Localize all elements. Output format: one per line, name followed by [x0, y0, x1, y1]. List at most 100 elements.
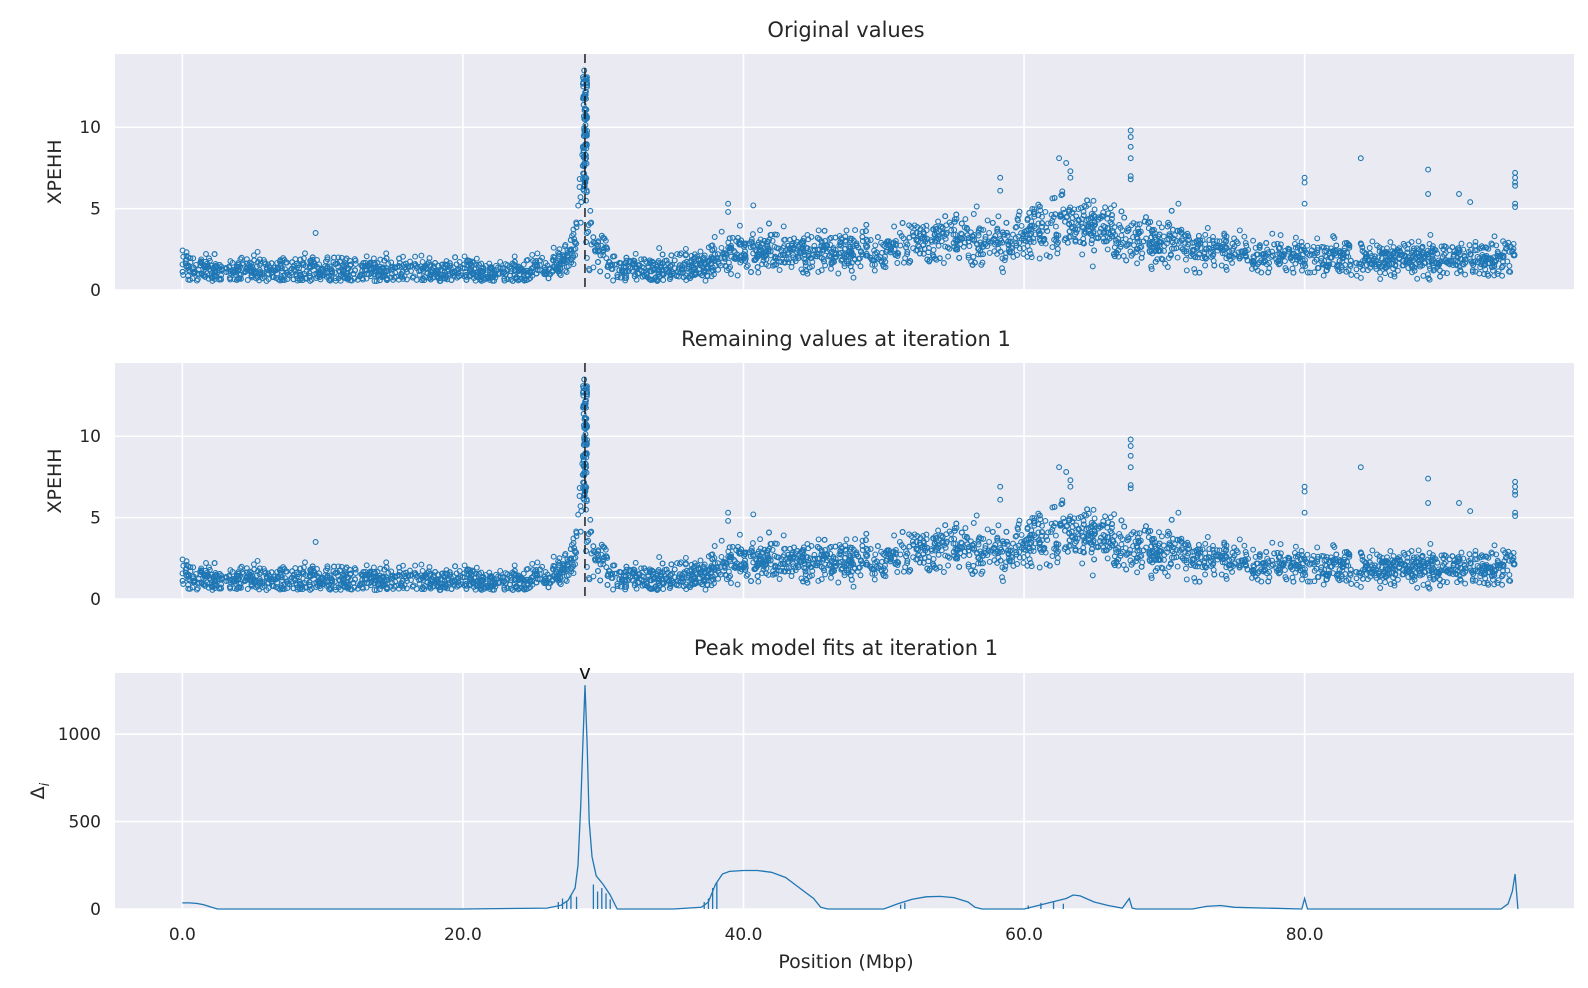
data-point — [1089, 263, 1096, 270]
data-point — [744, 262, 751, 269]
data-point — [1387, 272, 1394, 279]
data-point — [497, 258, 504, 265]
data-point — [757, 227, 764, 234]
gridlines — [115, 54, 1574, 291]
data-point — [1202, 262, 1209, 269]
data-point — [1415, 238, 1422, 245]
data-point — [473, 255, 480, 262]
data-point — [229, 259, 236, 266]
data-point — [550, 244, 557, 251]
data-point — [1357, 274, 1364, 281]
data-point — [461, 253, 468, 260]
data-point — [1479, 244, 1486, 251]
data-point — [743, 263, 750, 270]
data-point — [1268, 253, 1275, 260]
data-point — [780, 223, 787, 230]
data-point — [1304, 242, 1311, 249]
data-point — [1182, 256, 1189, 263]
data-point — [1148, 266, 1155, 273]
data-point — [1049, 244, 1056, 251]
data-point — [1102, 204, 1109, 211]
data-point — [935, 242, 942, 249]
data-point — [585, 228, 592, 235]
panel-title: Original values — [767, 18, 924, 42]
data-point — [718, 244, 725, 251]
data-point — [418, 252, 425, 259]
data-point — [1339, 258, 1346, 265]
data-point — [1054, 250, 1061, 257]
data-point — [533, 258, 540, 264]
data-point — [995, 213, 1002, 220]
data-point — [1016, 245, 1023, 252]
data-point — [1134, 260, 1141, 267]
data-point — [1035, 220, 1042, 227]
data-point — [300, 255, 307, 262]
data-point — [848, 249, 855, 255]
data-point — [871, 267, 878, 274]
y-axis-label: XPEHH — [44, 139, 66, 204]
data-point — [1059, 188, 1066, 195]
data-point — [1242, 240, 1249, 246]
data-point — [575, 202, 582, 209]
data-point — [1101, 238, 1107, 245]
data-point — [994, 225, 1001, 232]
data-point — [1156, 220, 1162, 227]
scatter-points — [179, 67, 1519, 284]
data-point — [1042, 208, 1049, 215]
data-point — [373, 278, 380, 284]
data-point — [1377, 276, 1384, 282]
data-point — [363, 253, 370, 260]
data-point — [1298, 239, 1305, 245]
data-point — [815, 227, 822, 234]
data-point — [385, 260, 392, 267]
y-tick-label: 0 — [90, 281, 101, 301]
data-point — [1252, 244, 1259, 251]
data-point — [246, 259, 253, 266]
data-point — [583, 239, 590, 245]
data-point — [244, 277, 251, 283]
data-point — [973, 203, 980, 210]
data-point — [1427, 231, 1434, 238]
y-tick-labels: 0 5 10 — [79, 118, 101, 301]
data-point — [1066, 234, 1072, 240]
data-point — [1289, 265, 1296, 272]
data-point — [1369, 238, 1376, 245]
y-tick-label: 5 — [90, 200, 101, 220]
data-point — [534, 250, 541, 257]
data-point — [1494, 270, 1501, 277]
data-point — [794, 249, 800, 256]
data-point — [1507, 268, 1514, 275]
y-tick-label: 10 — [79, 118, 101, 138]
data-point — [203, 251, 209, 257]
data-point — [841, 263, 848, 270]
data-point — [891, 223, 898, 230]
data-point — [867, 237, 874, 243]
data-point — [556, 270, 563, 277]
data-point — [1495, 268, 1502, 275]
data-point — [760, 257, 767, 264]
panel-title: Remaining values at iteration 1 — [681, 327, 1011, 351]
data-point — [1060, 206, 1067, 213]
data-point — [638, 256, 645, 263]
data-point — [852, 227, 859, 234]
data-point — [1366, 245, 1373, 251]
data-point — [848, 259, 855, 266]
data-point — [788, 264, 795, 270]
panel-original-values: Original values 0 5 10 XPEHH — [44, 18, 1574, 301]
data-point — [1037, 207, 1044, 214]
data-point — [1020, 250, 1027, 257]
data-point — [1414, 275, 1421, 282]
data-point — [1018, 222, 1025, 229]
data-point — [1174, 254, 1181, 261]
data-point — [778, 259, 785, 265]
data-point — [1491, 233, 1498, 240]
data-point — [1391, 270, 1398, 277]
data-point — [1493, 242, 1500, 249]
data-point — [1277, 232, 1284, 239]
data-point — [254, 248, 261, 255]
data-point — [1307, 269, 1314, 276]
data-point — [1165, 219, 1172, 226]
data-point — [1320, 272, 1327, 279]
